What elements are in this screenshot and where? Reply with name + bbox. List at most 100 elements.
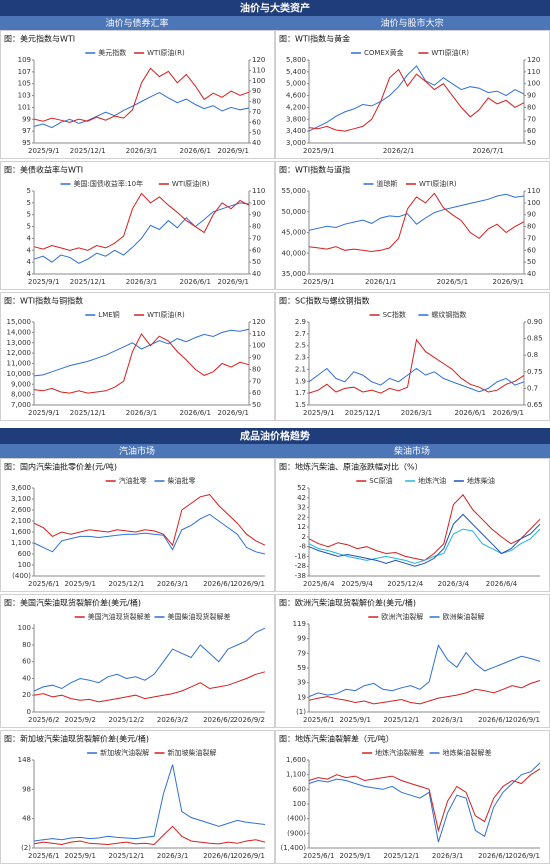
x-tick-label: 2026/3/1	[126, 147, 157, 155]
legend-label: 新加坡柴油裂解	[168, 748, 217, 757]
y-tick-label: 8,000	[11, 391, 31, 399]
chart-title: 图：WTI指数与道指	[279, 165, 350, 175]
y2-tick-label: 80	[252, 223, 261, 231]
y-tick-label: 2.7	[295, 330, 306, 338]
y-tick-label: 4,600	[286, 92, 306, 100]
y-tick-label: 5,400	[286, 68, 306, 76]
y-tick-label: 19	[297, 693, 306, 701]
y2-tick-label: 50	[252, 258, 261, 266]
y-tick-label: 4	[27, 258, 32, 266]
y-tick-label: 48	[22, 815, 31, 823]
panel-border	[0, 292, 275, 421]
x-tick-label: 2026/6/1	[180, 278, 211, 286]
x-tick-label: 2025/12/1	[70, 409, 106, 417]
panel-border	[275, 458, 550, 592]
x-tick-label: 2025/9/1	[64, 852, 95, 860]
legend-label: WTI原油(R)	[419, 179, 457, 188]
chart-title: 图：美国汽柴油现货裂解价差(美元/桶)	[4, 598, 141, 608]
y2-tick-label: 0.90	[527, 318, 543, 326]
legend-label: 地炼汽油	[418, 476, 446, 485]
y2-tick-label: 110	[527, 68, 540, 76]
y-tick-label: 1,100	[11, 539, 31, 547]
x-tick-label: 2025/9/1	[28, 278, 59, 286]
y-tick-label: 12	[297, 523, 306, 531]
legend-label: 美元指数	[98, 48, 126, 57]
y-tick-label: 0	[27, 708, 31, 716]
y-tick-label: (400)	[12, 572, 31, 580]
chart-title: 图：地炼汽柴油、原油涨跌幅对比（%）	[279, 462, 423, 472]
legend-label: 美国柴油现货裂解差	[168, 612, 231, 621]
y2-tick-label: 40	[252, 270, 261, 278]
y-tick-label: 3,000	[286, 139, 306, 147]
panel-border	[0, 30, 275, 159]
y2-tick-label: 120	[252, 318, 265, 326]
y-tick-label: 1.9	[295, 377, 306, 385]
y2-tick-label: 100	[252, 77, 265, 85]
y-tick-label: 3,100	[11, 495, 31, 503]
y-tick-label: (1)	[296, 708, 306, 716]
x-tick-label: 2025/6/2	[28, 716, 59, 724]
y-tick-label: 80	[22, 641, 31, 649]
y2-tick-label: 110	[527, 187, 540, 195]
column-band	[0, 16, 550, 30]
y-tick-label: 42	[297, 494, 306, 502]
y2-tick-label: 100	[252, 199, 265, 207]
y-tick-label: 101	[18, 103, 31, 111]
y-tick-label: -38	[295, 572, 306, 580]
y-tick-label: 2.1	[295, 365, 306, 373]
x-tick-label: 2025/12/1	[108, 852, 144, 860]
y-tick-label: 5	[27, 199, 31, 207]
legend-label: SC原油	[369, 476, 392, 485]
y2-tick-label: 80	[252, 365, 261, 373]
x-tick-label: 2026/2/1	[383, 147, 414, 155]
x-tick-label: 2026/9/1	[509, 852, 540, 860]
y-tick-label: 11,000	[7, 360, 32, 368]
y-tick-label: 3,800	[286, 115, 306, 123]
y-tick-label: 1.5	[295, 401, 306, 409]
x-tick-label: 2025/12/1	[108, 580, 144, 588]
y2-tick-label: 70	[527, 234, 536, 242]
chart-title: 图：国内汽柴油批零价差(元/吨)	[4, 462, 117, 472]
y2-tick-label: 40	[252, 139, 261, 147]
y-tick-label: 4	[27, 246, 32, 254]
chart-title: 图：WTI指数与黄金	[279, 34, 350, 44]
y-tick-label: 52	[297, 484, 306, 492]
y-tick-label: 22	[297, 513, 306, 521]
x-tick-label: 2025/12/4	[387, 580, 423, 588]
y-tick-label: 15,000	[7, 318, 32, 326]
x-tick-label: 2026/3/1	[432, 716, 463, 724]
x-tick-label: 2026/9/1	[493, 409, 524, 417]
y-tick-label: 45,000	[282, 229, 307, 237]
y-tick-label: -8	[299, 543, 306, 551]
x-tick-label: 2025/6/4	[303, 580, 335, 588]
legend-label: WTI原油(R)	[147, 310, 185, 319]
y-tick-label: 32	[297, 504, 306, 512]
series-line	[308, 513, 541, 567]
y-tick-label: 100	[293, 800, 306, 808]
series-line	[308, 65, 525, 132]
y-tick-label: 100	[18, 561, 31, 569]
y2-tick-label: 50	[252, 401, 261, 409]
column-title: 油价与股市大宗	[380, 17, 443, 29]
series-line	[33, 513, 266, 555]
y-tick-label: 55,000	[282, 187, 307, 195]
y2-tick-label: 60	[527, 246, 536, 254]
x-tick-label: 2026/9/2	[234, 716, 265, 724]
legend-label: LME铜	[98, 310, 119, 319]
x-tick-label: 2026/9/1	[509, 716, 540, 724]
y-tick-label: 39	[297, 679, 306, 687]
y-tick-label: (900)	[287, 829, 306, 837]
x-tick-label: 2025/9/4	[341, 580, 373, 588]
chart-title: 图：SC指数与螺纹钢指数	[279, 296, 370, 306]
y-tick-label: 10,000	[7, 370, 32, 378]
y2-tick-label: 40	[527, 270, 536, 278]
legend-label: 地炼柴油	[467, 476, 495, 485]
y2-tick-label: 120	[252, 56, 265, 64]
y2-tick-label: 50	[252, 129, 261, 137]
y-tick-label: 98	[22, 785, 31, 793]
y-tick-label: 60	[22, 658, 31, 666]
series-line	[33, 92, 250, 129]
x-tick-label: 2025/12/1	[70, 278, 106, 286]
x-tick-label: 2025/9/1	[28, 409, 59, 417]
legend-label: 新加坡汽油裂解	[100, 748, 149, 757]
